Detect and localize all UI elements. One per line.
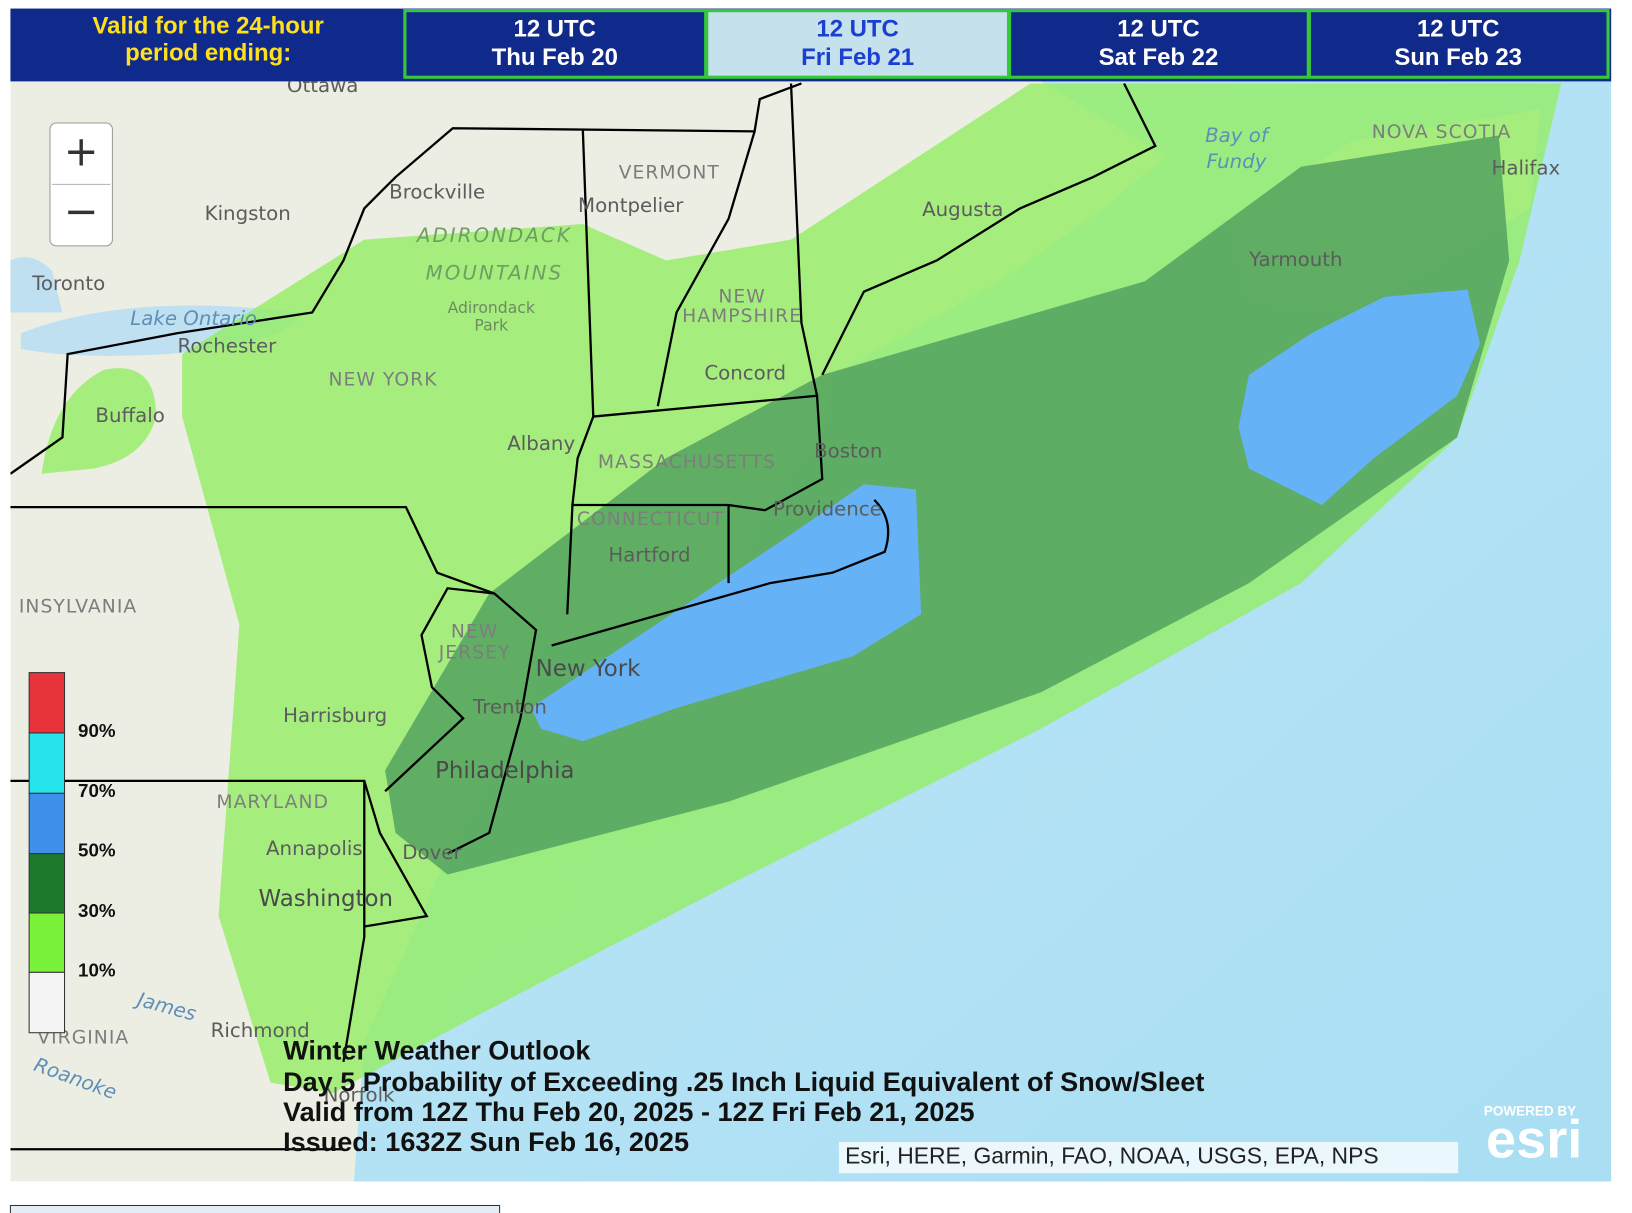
tab-date[interactable]: Thu Feb 20 bbox=[492, 44, 618, 71]
city-label: Norfolk bbox=[324, 1084, 396, 1107]
tab-date[interactable]: Fri Feb 21 bbox=[801, 44, 914, 71]
area-10-percent bbox=[41, 368, 157, 474]
legend-label: 30% bbox=[78, 900, 116, 921]
legend-swatch bbox=[28, 792, 66, 855]
zoom-out[interactable]: − bbox=[64, 187, 99, 236]
tab[interactable] bbox=[1307, 9, 1610, 79]
legend-label: 70% bbox=[78, 780, 116, 801]
state-label: JERSEY bbox=[438, 642, 511, 663]
city-label: Washington bbox=[259, 886, 393, 912]
legend-swatch bbox=[28, 672, 66, 734]
state-label: MASSACHUSETTS bbox=[598, 452, 776, 473]
tab-date[interactable]: Sat Feb 22 bbox=[1099, 44, 1219, 71]
city-label: Richmond bbox=[211, 1019, 310, 1042]
city-label: Providence bbox=[773, 498, 882, 521]
legend-swatch bbox=[28, 853, 66, 914]
city-label: Dover bbox=[402, 841, 462, 864]
caption: Winter Weather Outlook Day 5 Probability… bbox=[283, 1036, 1204, 1158]
water-label: Lake Ontario bbox=[130, 307, 257, 330]
city-label: Albany bbox=[507, 432, 575, 455]
attribution-box bbox=[838, 1142, 1459, 1174]
legend-label: 10% bbox=[78, 959, 116, 980]
state-label: NEW bbox=[451, 622, 498, 643]
city-label: Yarmouth bbox=[1248, 248, 1342, 271]
city-label: Rochester bbox=[177, 334, 277, 357]
state-label: NEW bbox=[718, 286, 765, 307]
area-50-percent bbox=[1238, 289, 1481, 506]
water-label: Bay of bbox=[1205, 124, 1271, 147]
lower-panel-edge bbox=[9, 1204, 501, 1213]
city-label: Ottawa bbox=[287, 74, 358, 97]
city-label: Augusta bbox=[922, 198, 1003, 221]
region-label: ADIRONDACK bbox=[415, 224, 572, 247]
tab[interactable] bbox=[1008, 9, 1310, 79]
zoom-in[interactable]: + bbox=[64, 126, 99, 175]
city-label: New York bbox=[536, 656, 641, 682]
state-label: NOVA SCOTIA bbox=[1372, 122, 1512, 143]
park-label: Adirondack bbox=[448, 299, 535, 317]
state-label: INSYLVANIA bbox=[19, 597, 137, 618]
city-label: Harrisburg bbox=[283, 704, 387, 727]
state-label: MARYLAND bbox=[216, 792, 329, 813]
header-label: period ending: bbox=[125, 40, 291, 67]
caption-line: Valid from 12Z Thu Feb 20, 2025 - 12Z Fr… bbox=[283, 1097, 974, 1127]
header-label: Valid for the 24-hour bbox=[93, 13, 324, 40]
legend-swatch bbox=[28, 971, 66, 1034]
city-label: Annapolis bbox=[266, 837, 363, 860]
caption-line: Issued: 1632Z Sun Feb 16, 2025 bbox=[283, 1127, 689, 1157]
legend: 90% 70% 50% 30% 10% bbox=[28, 672, 116, 1034]
legend-label: 50% bbox=[78, 840, 116, 861]
state-label: NEW YORK bbox=[328, 370, 437, 391]
tab-time[interactable]: 12 UTC bbox=[514, 16, 596, 43]
map-labels: Ottawa Brockville Kingston Toronto Lake … bbox=[19, 74, 1561, 1107]
city-label: Boston bbox=[814, 439, 882, 462]
legend-swatch bbox=[28, 912, 66, 973]
city-label: Halifax bbox=[1491, 156, 1560, 179]
caption-line: Winter Weather Outlook bbox=[283, 1036, 591, 1066]
logo: esri bbox=[1486, 1109, 1582, 1169]
lake bbox=[10, 257, 63, 313]
city-label: Toronto bbox=[31, 272, 105, 295]
tab-time[interactable]: 12 UTC bbox=[1417, 16, 1499, 43]
state-label: HAMPSHIRE bbox=[682, 306, 802, 327]
attribution: Esri, HERE, Garmin, FAO, NOAA, USGS, EPA… bbox=[845, 1143, 1378, 1169]
city-label: Buffalo bbox=[95, 404, 164, 427]
city-label: Brockville bbox=[389, 180, 485, 203]
logo-caption: POWERED BY bbox=[1484, 1103, 1576, 1118]
header: Valid for the 24-hour period ending: 12 … bbox=[10, 8, 1612, 82]
tab-time[interactable]: 12 UTC bbox=[1117, 16, 1199, 43]
city-label: Concord bbox=[704, 361, 786, 384]
city-label: Philadelphia bbox=[435, 758, 574, 784]
map[interactable]: Ottawa Brockville Kingston Toronto Lake … bbox=[10, 74, 1612, 1182]
legend-label: 90% bbox=[78, 720, 116, 741]
region-label: MOUNTAINS bbox=[426, 261, 564, 284]
city-label: Montpelier bbox=[578, 194, 684, 217]
state-label: CONNECTICUT bbox=[577, 509, 724, 530]
city-label: Trenton bbox=[472, 695, 547, 718]
borders bbox=[10, 82, 1157, 1151]
zoom-control: + − bbox=[49, 122, 113, 247]
tab-selected[interactable] bbox=[705, 9, 1011, 79]
area-50-percent bbox=[530, 484, 922, 742]
legend-swatch bbox=[28, 732, 66, 794]
caption-line: Day 5 Probability of Exceeding .25 Inch … bbox=[283, 1067, 1204, 1097]
tab-date[interactable]: Sun Feb 23 bbox=[1394, 44, 1522, 71]
water-label: Fundy bbox=[1207, 150, 1267, 173]
city-label: Hartford bbox=[608, 544, 690, 567]
tab-time[interactable]: 12 UTC bbox=[816, 16, 898, 43]
state-label: VERMONT bbox=[619, 163, 720, 184]
city-label: Kingston bbox=[205, 202, 291, 225]
park-label: Park bbox=[474, 317, 508, 335]
